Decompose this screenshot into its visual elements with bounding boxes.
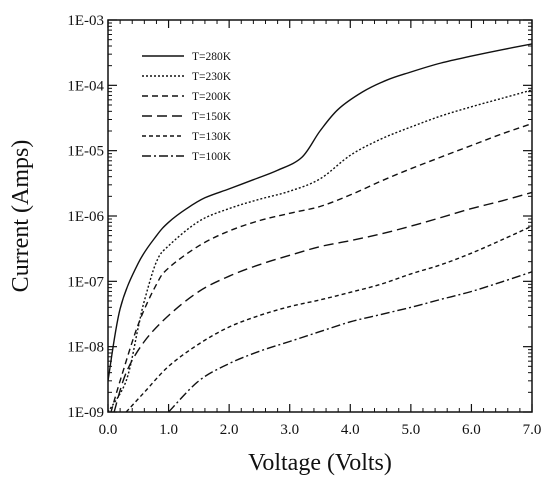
series-line-t150k <box>113 191 532 412</box>
legend-label: T=200K <box>192 91 232 103</box>
legend-label: T=130K <box>192 131 232 143</box>
y-tick-label: 1E-09 <box>67 405 104 421</box>
x-tick-label: 7.0 <box>523 422 542 438</box>
series-line-t280k <box>108 43 532 381</box>
x-tick-label: 2.0 <box>220 422 239 438</box>
y-axis-ticks: 1E-09 1E-08 1E-07 1E-06 1E-05 1E-04 1E-03 <box>67 13 532 421</box>
y-tick-label: 1E-08 <box>67 340 104 356</box>
legend-label: T=150K <box>192 111 232 123</box>
legend: T=280K T=230K T=200K T=150K T=130K T=100K <box>142 51 232 163</box>
series-line-t200k <box>110 122 532 412</box>
x-tick-label: 6.0 <box>462 422 481 438</box>
series-line-t100k <box>168 271 532 412</box>
y-tick-label: 1E-03 <box>67 13 104 29</box>
y-tick-label: 1E-05 <box>67 144 104 160</box>
series-layer <box>108 43 532 412</box>
x-tick-label: 0.0 <box>99 422 118 438</box>
y-tick-label: 1E-06 <box>67 209 104 225</box>
y-tick-label: 1E-04 <box>67 78 104 94</box>
legend-label: T=100K <box>192 151 232 163</box>
x-tick-label: 4.0 <box>341 422 360 438</box>
y-axis-title: Current (Amps) <box>8 140 34 293</box>
series-line-t130k <box>125 225 532 412</box>
y-tick-label: 1E-07 <box>67 274 104 290</box>
plot-frame <box>107 19 533 413</box>
x-axis-ticks: 0.0 1.0 2.0 3.0 4.0 5.0 6.0 7.0 <box>99 20 542 438</box>
x-axis-title: Voltage (Volts) <box>248 450 392 476</box>
legend-label: T=280K <box>192 51 232 63</box>
legend-label: T=230K <box>192 71 232 83</box>
x-tick-label: 5.0 <box>401 422 420 438</box>
x-tick-label: 1.0 <box>159 422 178 438</box>
x-tick-label: 3.0 <box>280 422 299 438</box>
